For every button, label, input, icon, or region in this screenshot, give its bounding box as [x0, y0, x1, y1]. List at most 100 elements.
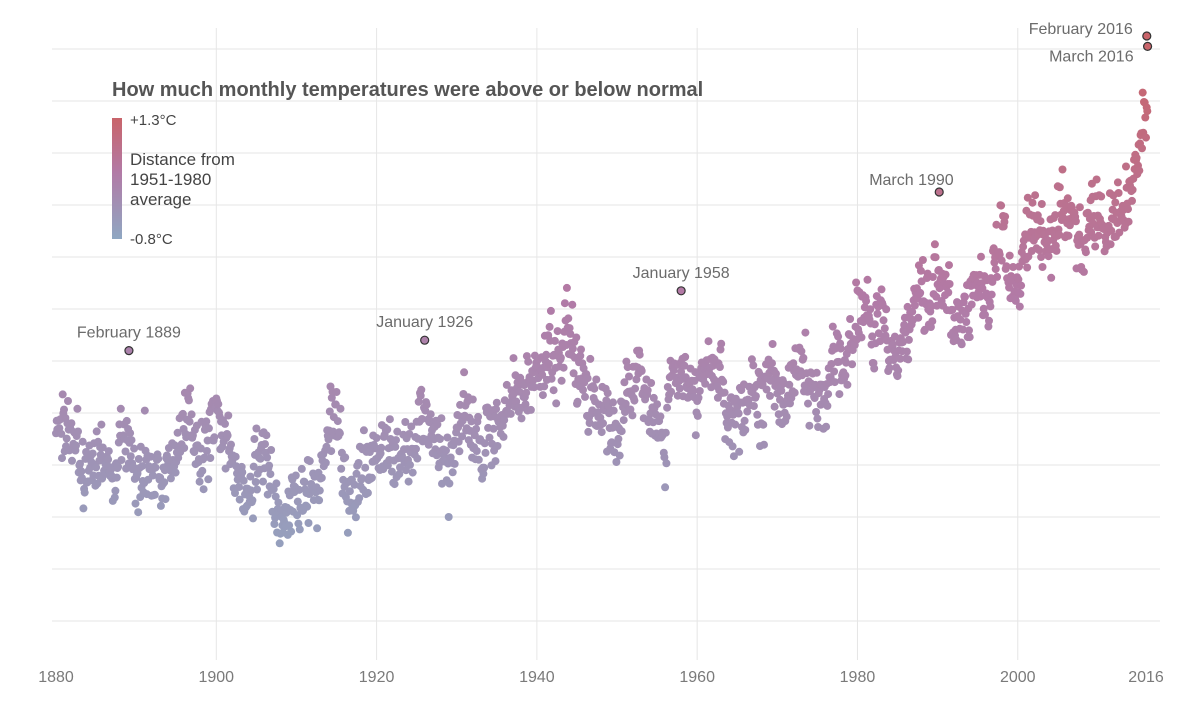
data-point [874, 329, 883, 338]
data-point [741, 426, 750, 434]
data-point [1075, 230, 1084, 239]
data-point [239, 476, 248, 485]
data-point [79, 504, 88, 513]
data-point [272, 479, 281, 488]
x-tick-2000: 2000 [1000, 669, 1036, 686]
annotations: February 1889 January 1926 January 1958 Mar… [77, 21, 1153, 356]
data-point [467, 417, 476, 426]
data-point [625, 372, 633, 381]
data-point [1138, 144, 1146, 153]
data-point [661, 428, 670, 437]
data-point [612, 458, 621, 466]
data-point [749, 402, 758, 410]
data-point [823, 401, 832, 410]
data-point [569, 369, 578, 378]
annotation-label-5: March 2016 [1049, 48, 1134, 65]
data-point [768, 359, 776, 368]
data-point [460, 368, 469, 377]
data-point [266, 470, 275, 479]
data-point [184, 396, 193, 405]
data-point [615, 451, 624, 460]
data-point [395, 470, 404, 479]
data-point [1028, 198, 1037, 207]
data-point [1115, 228, 1124, 237]
annotated-point-0 [124, 346, 134, 356]
data-point [719, 377, 728, 386]
data-point [552, 399, 561, 408]
data-point [904, 335, 913, 344]
data-point [777, 386, 786, 395]
data-point [1081, 248, 1090, 257]
data-point [735, 447, 744, 456]
data-point [235, 495, 244, 504]
annotation-label-2: January 1958 [633, 265, 730, 282]
data-point [67, 419, 76, 428]
data-point [196, 444, 205, 453]
data-point [962, 318, 971, 326]
data-point [681, 373, 690, 382]
data-point [577, 345, 585, 354]
annotated-point-1 [420, 335, 430, 345]
data-point [522, 388, 531, 397]
data-point [1019, 242, 1028, 251]
data-point [295, 485, 304, 494]
data-point [521, 400, 530, 409]
data-point [1071, 217, 1080, 226]
data-point [383, 425, 392, 434]
legend-description-line-2: 1951-1980 [130, 170, 211, 189]
data-point [620, 378, 629, 387]
data-point [843, 380, 852, 389]
data-point [979, 304, 988, 313]
data-point [335, 429, 344, 438]
data-point [73, 404, 82, 413]
x-tick-2016: 2016 [1128, 669, 1164, 686]
data-point [468, 395, 477, 404]
data-point [1128, 196, 1136, 205]
data-point [1143, 107, 1152, 116]
data-point [1113, 178, 1122, 187]
data-point [92, 427, 101, 436]
data-point [992, 220, 1001, 229]
data-point [693, 411, 702, 420]
data-point [900, 321, 909, 329]
data-point [804, 399, 812, 408]
data-point [110, 493, 119, 502]
data-point [822, 422, 831, 431]
data-point [538, 370, 547, 379]
data-point [58, 390, 67, 399]
data-point [689, 387, 698, 395]
data-point [1051, 211, 1060, 220]
data-point [734, 409, 743, 418]
data-point [479, 469, 488, 478]
data-point [336, 404, 345, 413]
data-point [597, 428, 606, 437]
data-point [134, 508, 143, 517]
data-point [363, 488, 372, 497]
data-point [313, 524, 322, 533]
data-point [749, 361, 758, 370]
data-point [259, 477, 267, 486]
data-point [391, 442, 400, 451]
data-point [223, 431, 232, 440]
data-point [195, 477, 204, 486]
data-point [848, 360, 857, 369]
data-point [1044, 252, 1053, 261]
data-point [210, 433, 219, 442]
data-point [985, 316, 993, 325]
data-point [1058, 165, 1067, 174]
data-point [716, 345, 725, 354]
data-point [631, 384, 640, 393]
data-point [333, 417, 342, 426]
data-point [812, 368, 821, 377]
data-point [695, 387, 704, 395]
data-point [841, 371, 850, 380]
data-point [694, 393, 703, 402]
data-point [98, 443, 107, 452]
annotation-label-4: February 2016 [1029, 21, 1133, 38]
data-point [1065, 221, 1074, 230]
data-point [127, 436, 136, 445]
data-point [653, 400, 662, 409]
data-point [450, 459, 459, 468]
data-point [499, 432, 508, 441]
data-point [315, 486, 324, 495]
